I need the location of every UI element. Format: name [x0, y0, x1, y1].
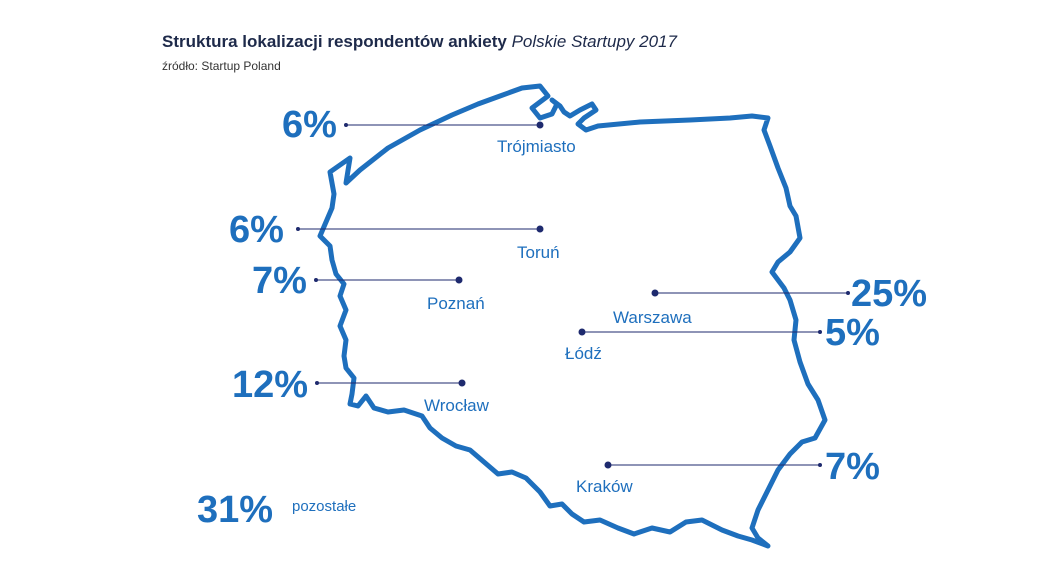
city-dot: [536, 121, 544, 129]
city-dot: [458, 379, 466, 387]
city-dot: [604, 461, 612, 469]
city-label: Kraków: [576, 477, 633, 496]
chart-title: Struktura lokalizacji respondentów ankie…: [162, 32, 677, 52]
city-label: Toruń: [517, 243, 560, 262]
percent-label: 12%: [232, 364, 308, 406]
source-note: źródło: Startup Poland: [162, 59, 281, 73]
location-krakow: 7% Kraków: [576, 446, 880, 496]
other-percent: 31%: [197, 489, 273, 531]
percent-label: 6%: [282, 104, 337, 146]
other-locations: 31% pozostałe: [197, 489, 356, 531]
location-wroclaw: 12% Wrocław: [232, 364, 490, 415]
location-trojmiasto: 6% Trójmiasto: [282, 104, 576, 156]
city-label: Wrocław: [424, 396, 490, 415]
other-label: pozostałe: [292, 498, 356, 515]
percent-label: 7%: [825, 446, 880, 488]
city-label: Łódź: [565, 344, 602, 363]
percent-label: 6%: [229, 209, 284, 251]
city-dot: [578, 328, 586, 336]
location-torun: 6% Toruń: [229, 209, 560, 262]
city-dot: [536, 225, 544, 233]
city-label: Poznań: [427, 294, 485, 313]
city-dot: [455, 276, 463, 284]
title-italic: Polskie Startupy 2017: [511, 32, 677, 51]
percent-label: 7%: [252, 260, 307, 302]
location-warszawa: 25% Warszawa: [613, 273, 927, 327]
percent-label: 5%: [825, 312, 880, 354]
location-poznan: 7% Poznań: [252, 260, 485, 313]
location-lodz: 5% Łódź: [565, 312, 880, 363]
title-main: Struktura lokalizacji respondentów ankie…: [162, 32, 507, 51]
city-dot: [651, 289, 659, 297]
city-label: Warszawa: [613, 308, 692, 327]
percent-label: 25%: [851, 273, 927, 315]
poland-outline: [317, 83, 828, 549]
city-label: Trójmiasto: [497, 137, 576, 156]
